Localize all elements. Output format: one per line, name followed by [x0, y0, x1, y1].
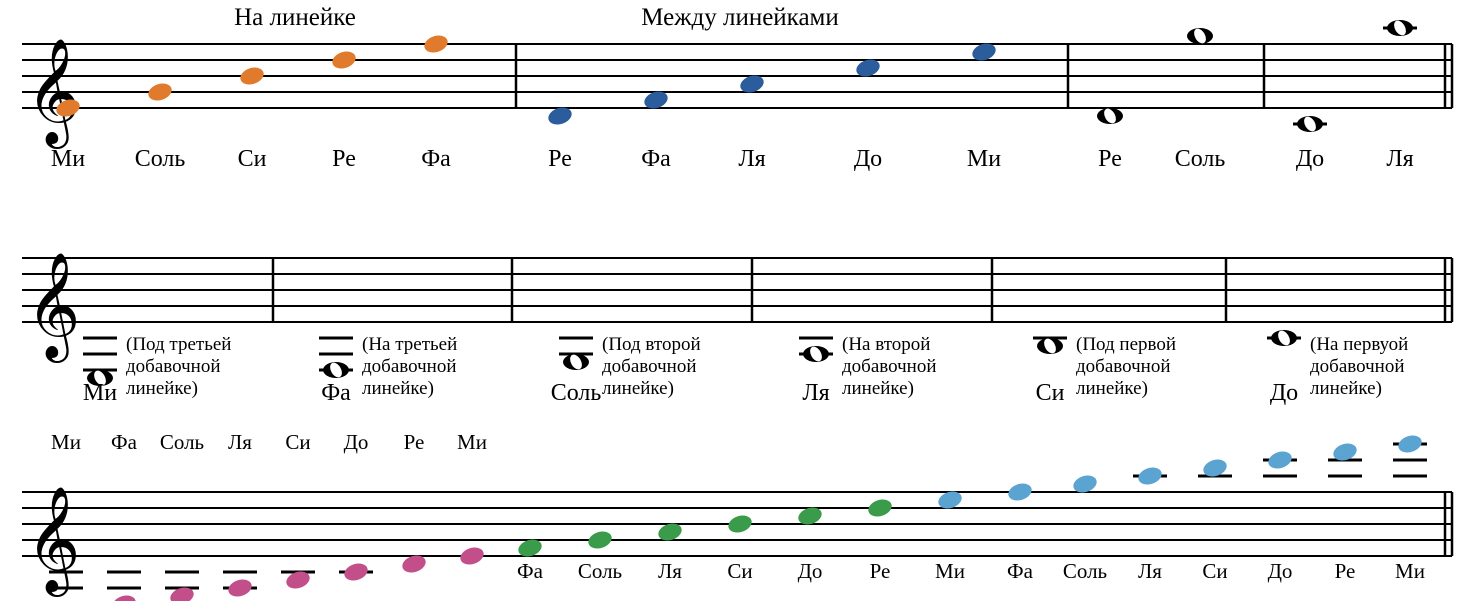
svg-text:Соль: Соль: [551, 380, 602, 406]
svg-text:(Под первой: (Под первой: [1076, 334, 1176, 355]
svg-text:Фа: Фа: [111, 430, 138, 454]
svg-text:(На третьей: (На третьей: [362, 334, 457, 355]
svg-text:Ре: Ре: [404, 430, 425, 454]
svg-text:Ре: Ре: [870, 559, 891, 583]
svg-text:Си: Си: [1036, 380, 1065, 406]
svg-text:На линейке: На линейке: [234, 4, 356, 31]
svg-text:𝄞: 𝄞: [26, 253, 80, 363]
svg-text:Ми: Ми: [51, 430, 81, 454]
svg-text:Ми: Ми: [1395, 559, 1425, 583]
svg-text:Си: Си: [238, 146, 267, 172]
svg-text:Соль: Соль: [1063, 559, 1107, 583]
svg-text:Фа: Фа: [517, 559, 544, 583]
svg-text:До: До: [344, 430, 369, 454]
svg-text:линейке): линейке): [842, 378, 914, 399]
svg-text:Ля: Ля: [1138, 559, 1162, 583]
svg-text:Ля: Ля: [658, 559, 682, 583]
svg-text:добавочной: добавочной: [1076, 356, 1171, 377]
svg-text:До: До: [1268, 559, 1293, 583]
svg-text:линейке): линейке): [126, 378, 198, 399]
svg-text:Ми: Ми: [51, 146, 85, 172]
svg-text:Соль: Соль: [578, 559, 622, 583]
svg-text:Соль: Соль: [1175, 146, 1226, 172]
svg-text:(Под второй: (Под второй: [602, 334, 701, 355]
svg-text:Ре: Ре: [548, 146, 572, 172]
music-notation-diagram: На линейкеМежду линейками𝄞МиСольСиРеФаРе…: [0, 0, 1472, 601]
svg-text:Ля: Ля: [802, 380, 829, 406]
svg-text:добавочной: добавочной: [126, 356, 221, 377]
svg-text:линейке): линейке): [362, 378, 434, 399]
svg-text:Ми: Ми: [935, 559, 965, 583]
svg-text:Соль: Соль: [135, 146, 186, 172]
svg-text:(На первуой: (На первуой: [1310, 334, 1408, 355]
svg-text:Между линейками: Между линейками: [641, 4, 839, 31]
svg-text:добавочной: добавочной: [602, 356, 697, 377]
svg-text:(Под третьей: (Под третьей: [126, 334, 231, 355]
svg-text:линейке): линейке): [1076, 378, 1148, 399]
svg-text:До: До: [1296, 146, 1324, 172]
svg-text:Си: Си: [285, 430, 310, 454]
svg-text:Фа: Фа: [321, 380, 351, 406]
svg-text:Ре: Ре: [1098, 146, 1122, 172]
svg-text:𝄞: 𝄞: [26, 39, 80, 149]
svg-text:𝄞: 𝄞: [26, 487, 80, 597]
svg-text:добавочной: добавочной: [362, 356, 457, 377]
svg-text:Си: Си: [727, 559, 752, 583]
svg-text:Фа: Фа: [421, 146, 451, 172]
svg-text:Си: Си: [1202, 559, 1227, 583]
svg-text:Фа: Фа: [1007, 559, 1034, 583]
svg-text:(На второй: (На второй: [842, 334, 930, 355]
svg-text:До: До: [854, 146, 882, 172]
svg-text:Ре: Ре: [1335, 559, 1356, 583]
svg-text:линейке): линейке): [1310, 378, 1382, 399]
svg-text:Ми: Ми: [457, 430, 487, 454]
svg-text:Фа: Фа: [641, 146, 671, 172]
svg-text:Ре: Ре: [332, 146, 356, 172]
svg-text:Ми: Ми: [83, 380, 117, 406]
svg-text:До: До: [798, 559, 823, 583]
svg-text:Ля: Ля: [738, 146, 765, 172]
svg-text:добавочной: добавочной: [842, 356, 937, 377]
svg-text:До: До: [1270, 380, 1298, 406]
svg-text:Ля: Ля: [228, 430, 252, 454]
svg-text:Соль: Соль: [160, 430, 204, 454]
svg-text:добавочной: добавочной: [1310, 356, 1405, 377]
svg-text:Ля: Ля: [1386, 146, 1413, 172]
music-sheet-svg: На линейкеМежду линейками𝄞МиСольСиРеФаРе…: [0, 0, 1472, 601]
svg-text:Ми: Ми: [967, 146, 1001, 172]
svg-text:линейке): линейке): [602, 378, 674, 399]
